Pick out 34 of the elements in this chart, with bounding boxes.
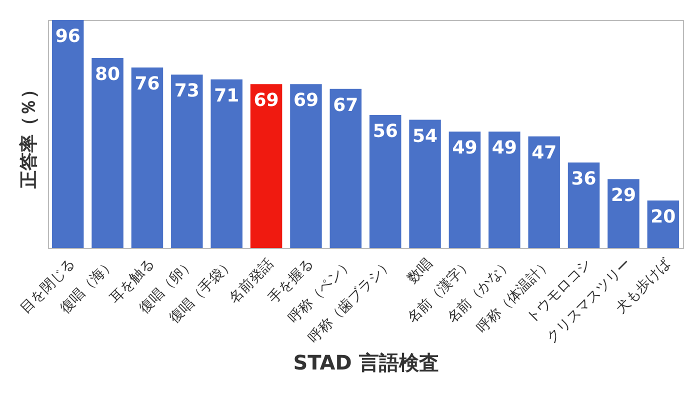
x-axis-title: STAD 言語検査 (293, 350, 439, 375)
data-label: 47 (532, 142, 557, 164)
y-axis-title: 正答率（％） (18, 80, 40, 190)
bar (131, 68, 164, 248)
data-label: 73 (174, 80, 200, 102)
data-label: 67 (333, 94, 358, 116)
bar (409, 120, 441, 248)
bar (210, 79, 242, 248)
data-label: 69 (293, 90, 318, 112)
data-label: 54 (412, 126, 438, 147)
data-label: 96 (55, 26, 80, 47)
bar (330, 88, 362, 248)
bar (448, 132, 481, 248)
bar (92, 58, 124, 248)
x-tick-label: 数唱 (404, 256, 436, 287)
data-label: 29 (610, 185, 636, 206)
data-label: 36 (571, 168, 596, 190)
bar (290, 84, 322, 248)
data-label: 49 (452, 138, 478, 159)
data-label: 20 (650, 206, 676, 228)
bar (568, 162, 600, 248)
bar (369, 115, 402, 248)
bar (528, 136, 560, 248)
bar (608, 179, 640, 248)
data-label: 76 (134, 74, 160, 94)
bar (488, 132, 520, 248)
data-label: 71 (214, 85, 240, 106)
data-label: 80 (95, 64, 120, 85)
data-label: 69 (254, 90, 279, 112)
bar (171, 74, 203, 248)
data-label: 56 (372, 121, 398, 142)
data-label: 49 (492, 138, 517, 159)
bar (250, 84, 282, 248)
bar (52, 20, 84, 248)
